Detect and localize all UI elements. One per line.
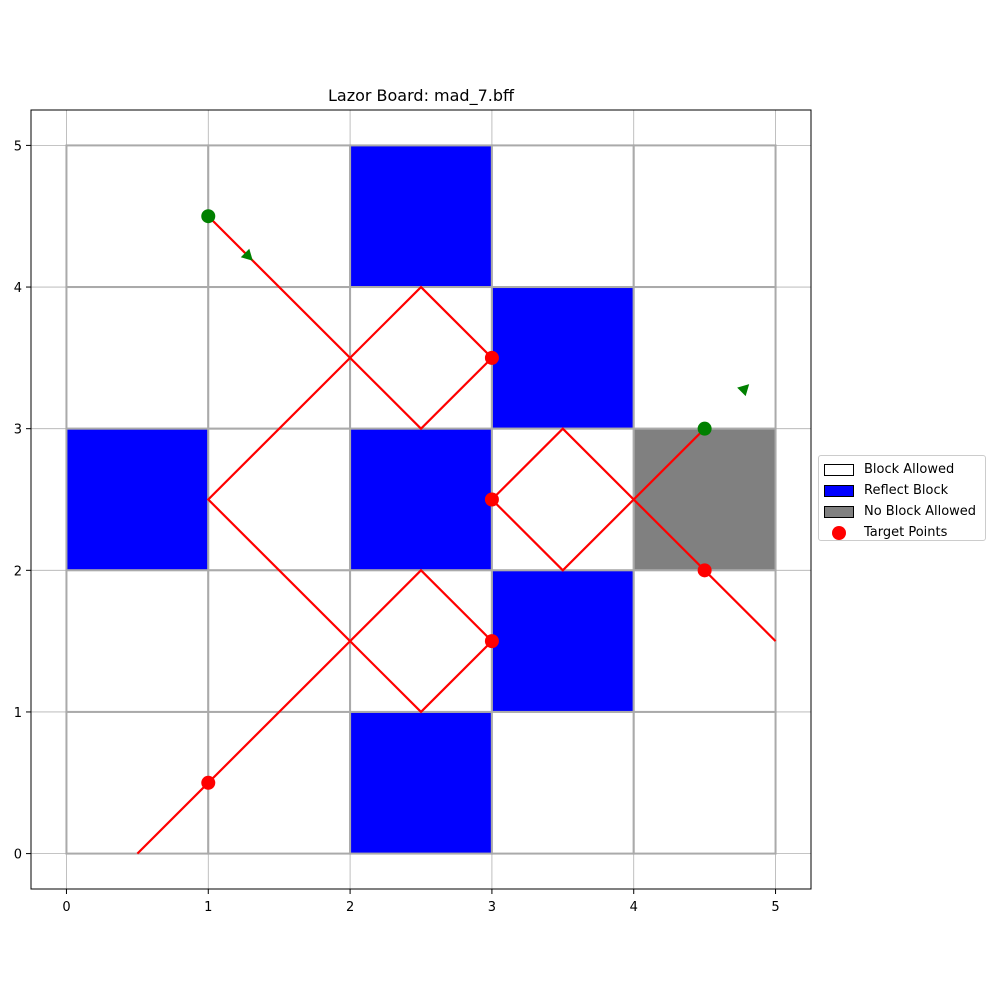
board-cell-allowed (207, 144, 352, 289)
legend-item-allowed: Block Allowed (819, 459, 985, 480)
board-cell-reflect (349, 427, 493, 572)
laser-direction-arrow (240, 248, 253, 261)
chart-title: Lazor Board: mad_7.bff (328, 86, 515, 106)
y-tick-label: 4 (14, 281, 22, 296)
x-tick-label: 2 (346, 900, 354, 915)
target-point (484, 492, 499, 507)
board-cell-reflect (490, 569, 635, 713)
target-point (201, 775, 216, 790)
board-cell-allowed (207, 569, 352, 713)
target-point (484, 634, 499, 649)
board-cell-allowed (632, 569, 777, 713)
board-cell-allowed (349, 569, 493, 713)
board-cell-reflect (65, 427, 210, 572)
x-tick-label: 3 (488, 900, 496, 915)
y-tick-label: 1 (14, 706, 22, 721)
legend-swatch-reflect (824, 484, 854, 497)
board-cell-allowed (207, 427, 352, 572)
board-cell-allowed (632, 144, 777, 289)
board-cell-allowed (65, 710, 210, 855)
target-point (484, 350, 499, 365)
board-cell-allowed (207, 286, 352, 430)
y-tick-label: 5 (14, 139, 22, 154)
board-cell-allowed (65, 286, 210, 430)
legend-swatch-no-block (824, 505, 854, 518)
x-tick-label: 4 (630, 900, 638, 915)
board-cell-allowed (349, 286, 493, 430)
legend-label-reflect: Reflect Block (864, 483, 949, 498)
legend-label-target: Target Points (864, 525, 948, 540)
board-cell-reflect (349, 710, 493, 855)
board-cell-reflect (349, 144, 493, 289)
x-tick-label: 5 (771, 900, 779, 915)
laser-direction-arrow (737, 384, 750, 397)
laser-path (136, 215, 494, 855)
board-cell-allowed (207, 710, 352, 855)
board-cell-allowed (65, 569, 210, 713)
board-cell-allowed (490, 144, 635, 289)
legend-item-no-block: No Block Allowed (819, 501, 985, 522)
axes-frame (30, 109, 812, 890)
board-cell-no-block (632, 427, 777, 572)
board-cell-reflect (490, 286, 635, 430)
board-cell-allowed (632, 286, 777, 430)
x-tick-label: 0 (62, 900, 70, 915)
y-tick-label: 2 (14, 564, 22, 579)
legend-swatch-target (824, 525, 854, 541)
board-cell-allowed (632, 710, 777, 855)
legend-swatch-allowed (824, 463, 854, 476)
marker-layer (201, 209, 750, 790)
legend-item-target: Target Points (819, 522, 985, 543)
cell-layer (65, 144, 777, 855)
target-point (697, 563, 712, 578)
legend-label-allowed: Block Allowed (864, 462, 955, 477)
board-cell-allowed (490, 710, 635, 855)
tick-layer: 0 1 2 3 4 5 0 1 2 3 4 5 (14, 139, 780, 915)
y-tick-label: 0 (14, 848, 22, 863)
board-cell-allowed (65, 144, 210, 289)
legend: Block Allowed Reflect Block No Block All… (818, 455, 986, 541)
laser-source-point (697, 421, 712, 436)
legend-label-no-block: No Block Allowed (864, 504, 977, 519)
laser-source-point (201, 209, 216, 224)
board-cell-allowed (490, 427, 635, 572)
legend-item-reflect: Reflect Block (819, 480, 985, 501)
y-tick-label: 3 (14, 423, 22, 438)
x-tick-label: 1 (204, 900, 212, 915)
